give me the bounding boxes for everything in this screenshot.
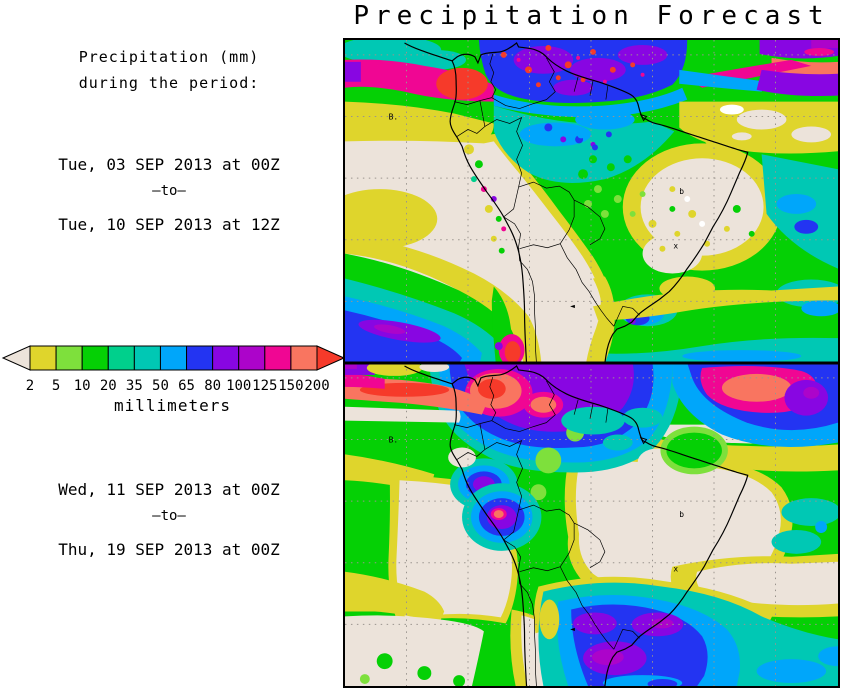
legend-arrow: [1, 345, 31, 371]
legend-arrow: [316, 345, 346, 371]
legend-tick-label: 50: [152, 378, 169, 394]
map-marker: ◄: [570, 624, 575, 633]
legend-tick-label: 35: [125, 378, 143, 394]
color-scale-legend: 2 5 10 20 35 50 65 80 100 125 150 200 millimeters: [0, 344, 346, 415]
map-marker: B.: [389, 113, 399, 122]
period1-end: Tue, 10 SEP 2013 at 12Z: [58, 215, 280, 234]
legend-tick-label: 150: [278, 378, 304, 394]
legend-segment: [186, 345, 214, 371]
map-marker: x: [673, 565, 678, 574]
color-scale-ticks: 2 5 10 20 35 50 65 80 100 125 150 200: [0, 378, 345, 394]
legend-tick-label: 200: [304, 378, 330, 394]
gridlines-lower: [345, 363, 838, 686]
legend-tick-label: 2: [25, 378, 35, 394]
period2-separator: –to–: [152, 508, 186, 524]
legend-segment: [238, 345, 266, 371]
legend-segment: [29, 345, 57, 371]
legend-segment: [290, 345, 318, 371]
color-scale-bar: [1, 345, 346, 371]
map-marker: ◄: [570, 301, 575, 310]
page-title: Precipitation Forecast: [353, 1, 830, 31]
map-panel-upper: B. b x ◄: [345, 40, 838, 363]
legend-segment: [81, 345, 109, 371]
forecast-maps-svg: B. b x ◄: [345, 40, 838, 686]
legend-tick-label: 80: [204, 378, 222, 394]
map-marker: B.: [389, 436, 399, 445]
panel-divider: [345, 361, 838, 365]
period1-separator: –to–: [152, 183, 186, 199]
legend-segment: [212, 345, 240, 371]
period2-start: Wed, 11 SEP 2013 at 00Z: [58, 480, 280, 499]
legend-tick-label: 100: [226, 378, 252, 394]
legend-tick-label: 125: [252, 378, 278, 394]
period1-start: Tue, 03 SEP 2013 at 00Z: [58, 155, 280, 174]
color-scale-unit: millimeters: [114, 396, 231, 415]
map-marker: b: [679, 187, 684, 196]
period2-end: Thu, 19 SEP 2013 at 00Z: [58, 540, 280, 559]
map-markers-lower: B. b x ◄: [389, 436, 685, 634]
legend-heading-line2: during the period:: [78, 74, 260, 92]
map-markers-upper: B. b x ◄: [389, 113, 685, 311]
legend-heading-line1: Precipitation (mm): [78, 48, 260, 66]
legend-segment: [55, 345, 83, 371]
gridlines-upper: [345, 40, 838, 363]
map-panel-lower: B. b x ◄: [345, 363, 838, 686]
legend-tick-label: 65: [178, 378, 195, 394]
legend-segment: [264, 345, 292, 371]
legend-tick-label: 5: [51, 378, 61, 394]
legend-tick-label: 10: [73, 378, 91, 394]
legend-segment: [133, 345, 161, 371]
map-marker: b: [679, 510, 684, 519]
legend-segment: [159, 345, 188, 371]
map-marker: x: [673, 242, 678, 251]
forecast-map-block: B. b x ◄: [343, 38, 840, 688]
legend-tick-label: 20: [99, 378, 117, 394]
legend-segment: [107, 345, 135, 371]
